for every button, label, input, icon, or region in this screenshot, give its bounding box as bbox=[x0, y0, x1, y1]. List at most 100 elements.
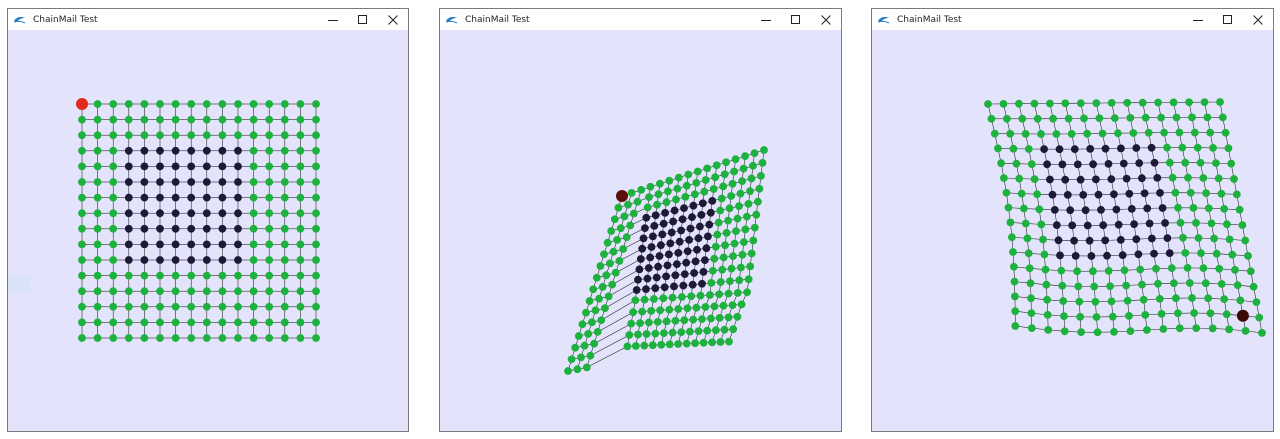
edge-node[interactable] bbox=[280, 193, 289, 202]
edge-node[interactable] bbox=[591, 306, 600, 315]
edge-node[interactable] bbox=[171, 302, 180, 311]
inner-node[interactable] bbox=[1165, 249, 1174, 257]
edge-node[interactable] bbox=[78, 178, 86, 186]
edge-node[interactable] bbox=[1179, 233, 1187, 242]
inner-node[interactable] bbox=[218, 178, 227, 186]
edge-node[interactable] bbox=[743, 288, 751, 297]
inner-node[interactable] bbox=[1110, 190, 1118, 199]
edge-node[interactable] bbox=[93, 115, 102, 124]
inner-node[interactable] bbox=[187, 193, 196, 202]
edge-node[interactable] bbox=[571, 343, 580, 352]
edge-node[interactable] bbox=[1027, 324, 1036, 332]
edge-node[interactable] bbox=[296, 178, 305, 186]
inner-node[interactable] bbox=[156, 178, 164, 186]
inner-node[interactable] bbox=[1150, 249, 1158, 258]
inner-node[interactable] bbox=[665, 250, 673, 259]
edge-node[interactable] bbox=[109, 240, 118, 249]
inner-node[interactable] bbox=[171, 224, 180, 233]
edge-node[interactable] bbox=[140, 115, 149, 124]
edge-node[interactable] bbox=[1216, 98, 1224, 106]
inner-node[interactable] bbox=[1135, 159, 1144, 168]
edge-node[interactable] bbox=[124, 271, 133, 280]
edge-node[interactable] bbox=[1073, 267, 1081, 276]
inner-node[interactable] bbox=[1158, 204, 1167, 212]
inner-node[interactable] bbox=[669, 217, 677, 226]
edge-node[interactable] bbox=[733, 214, 742, 223]
edge-node[interactable] bbox=[624, 200, 632, 209]
edge-node[interactable] bbox=[595, 294, 603, 303]
edge-node[interactable] bbox=[731, 155, 740, 164]
inner-node[interactable] bbox=[171, 256, 180, 264]
edge-node[interactable] bbox=[1188, 294, 1196, 302]
edge-node[interactable] bbox=[156, 100, 164, 108]
edge-node[interactable] bbox=[1221, 128, 1230, 137]
edge-node[interactable] bbox=[716, 338, 725, 346]
edge-node[interactable] bbox=[1011, 292, 1019, 301]
edge-node[interactable] bbox=[1193, 143, 1202, 152]
edge-node[interactable] bbox=[234, 287, 242, 296]
edge-node[interactable] bbox=[733, 312, 742, 321]
edge-node[interactable] bbox=[627, 319, 636, 328]
edge-node[interactable] bbox=[600, 250, 608, 259]
edge-node[interactable] bbox=[1190, 128, 1199, 137]
edge-node[interactable] bbox=[1235, 205, 1244, 214]
inner-node[interactable] bbox=[639, 234, 648, 243]
edge-node[interactable] bbox=[280, 209, 289, 218]
edge-node[interactable] bbox=[623, 342, 632, 351]
edge-node[interactable] bbox=[1181, 249, 1190, 257]
inner-node[interactable] bbox=[642, 285, 650, 293]
edge-node[interactable] bbox=[1018, 114, 1027, 123]
edge-node[interactable] bbox=[629, 308, 637, 317]
edge-node[interactable] bbox=[637, 186, 646, 194]
inner-node[interactable] bbox=[124, 224, 133, 233]
edge-node[interactable] bbox=[1076, 313, 1085, 321]
inner-node[interactable] bbox=[694, 234, 703, 243]
inner-node[interactable] bbox=[124, 256, 133, 264]
edge-node[interactable] bbox=[1144, 128, 1153, 137]
inner-node[interactable] bbox=[1114, 220, 1123, 229]
edge-node[interactable] bbox=[1021, 219, 1030, 228]
edge-node[interactable] bbox=[622, 233, 631, 242]
inner-node[interactable] bbox=[1130, 220, 1138, 229]
close-button[interactable] bbox=[811, 9, 841, 30]
edge-node[interactable] bbox=[1089, 267, 1097, 276]
inner-node[interactable] bbox=[124, 146, 133, 155]
edge-node[interactable] bbox=[640, 341, 649, 350]
inner-node[interactable] bbox=[651, 211, 660, 220]
inner-node[interactable] bbox=[156, 193, 164, 202]
edge-node[interactable] bbox=[202, 115, 211, 124]
inner-node[interactable] bbox=[675, 237, 684, 246]
edge-node[interactable] bbox=[1090, 282, 1099, 291]
inner-node[interactable] bbox=[140, 193, 149, 202]
edge-node[interactable] bbox=[672, 195, 680, 204]
inner-node[interactable] bbox=[667, 228, 676, 237]
edge-node[interactable] bbox=[1165, 158, 1174, 167]
edge-node[interactable] bbox=[648, 341, 657, 350]
inner-node[interactable] bbox=[685, 236, 693, 244]
edge-node[interactable] bbox=[171, 131, 180, 140]
inner-node[interactable] bbox=[234, 240, 242, 249]
inner-node[interactable] bbox=[171, 193, 180, 202]
edge-node[interactable] bbox=[93, 287, 102, 296]
edge-node[interactable] bbox=[643, 203, 652, 212]
edge-node[interactable] bbox=[78, 240, 86, 249]
inner-node[interactable] bbox=[1043, 160, 1051, 169]
edge-node[interactable] bbox=[1027, 160, 1036, 169]
edge-node[interactable] bbox=[724, 289, 733, 298]
edge-node[interactable] bbox=[312, 256, 320, 264]
edge-node[interactable] bbox=[733, 289, 742, 297]
edge-node[interactable] bbox=[140, 318, 149, 327]
edge-node[interactable] bbox=[78, 131, 86, 140]
edge-node[interactable] bbox=[234, 100, 242, 108]
edge-node[interactable] bbox=[171, 334, 180, 342]
edge-node[interactable] bbox=[249, 178, 258, 186]
edge-node[interactable] bbox=[711, 173, 720, 182]
edge-node[interactable] bbox=[574, 332, 583, 340]
edge-node[interactable] bbox=[218, 287, 227, 296]
edge-node[interactable] bbox=[739, 164, 748, 173]
edge-node[interactable] bbox=[124, 334, 133, 342]
edge-node[interactable] bbox=[656, 179, 664, 188]
edge-node[interactable] bbox=[1126, 327, 1135, 335]
edge-node[interactable] bbox=[93, 131, 102, 140]
edge-node[interactable] bbox=[665, 305, 674, 314]
